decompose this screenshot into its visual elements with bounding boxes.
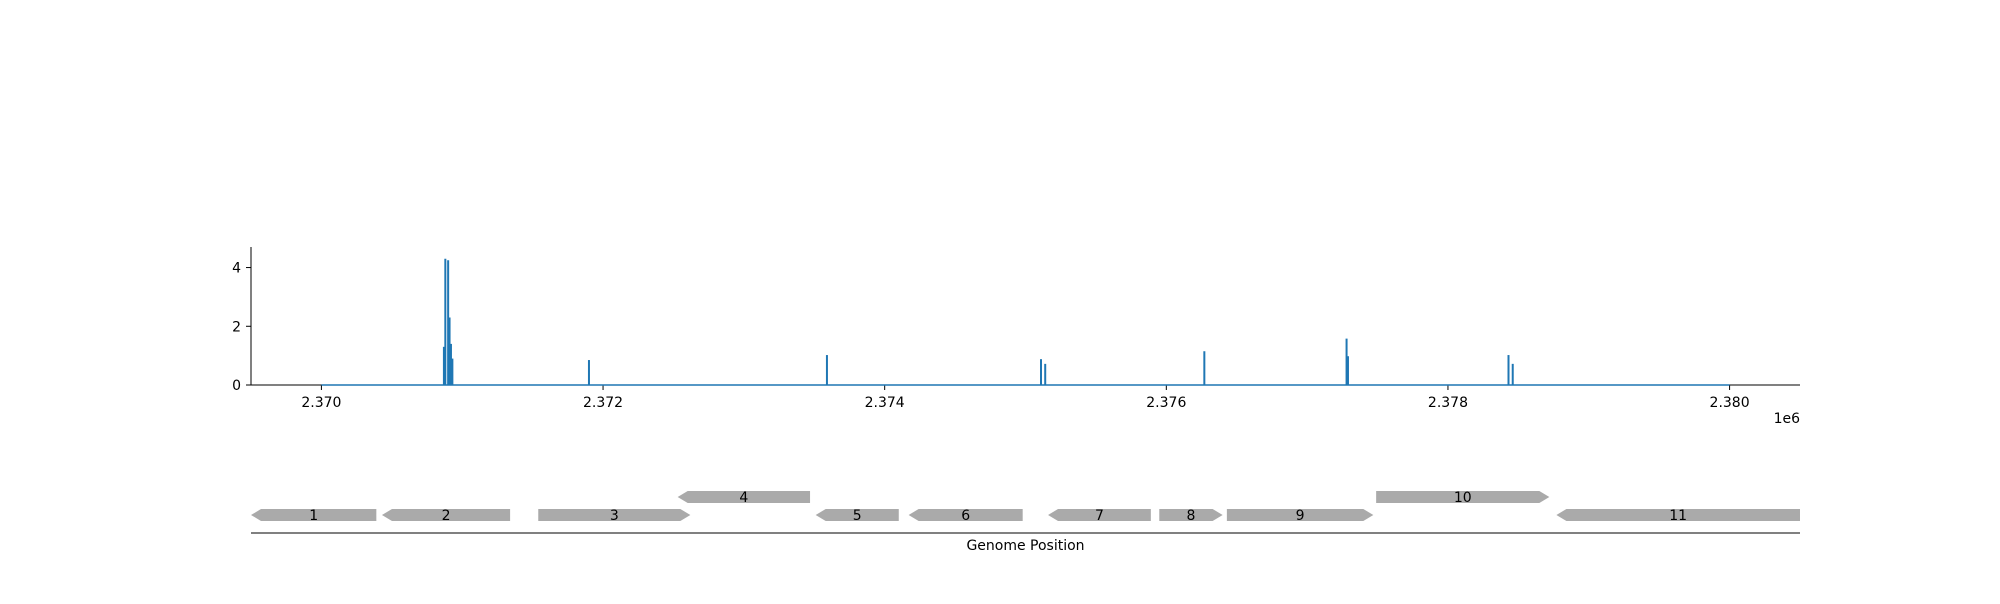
gene-label: 2 bbox=[442, 508, 451, 524]
x-axis-label: Genome Position bbox=[966, 538, 1084, 554]
x-tick-label: 2.370 bbox=[301, 395, 341, 411]
gene-arrow bbox=[1556, 509, 1800, 521]
gene-arrow bbox=[1226, 509, 1374, 521]
gene-label: 5 bbox=[853, 508, 862, 524]
x-tick-label: 2.378 bbox=[1428, 395, 1468, 411]
gene-label: 9 bbox=[1296, 508, 1305, 524]
coverage-plot: 0 2 4 2.370 2.372 2.374 2.376 2.378 2.380 1e6 bbox=[232, 247, 1800, 427]
gene-arrow bbox=[677, 491, 811, 503]
gene-arrow bbox=[908, 509, 1023, 521]
y-tick-label: 2 bbox=[232, 319, 241, 335]
y-tick-label: 0 bbox=[232, 378, 241, 394]
gene-label: 6 bbox=[961, 508, 970, 524]
gene-arrow bbox=[251, 509, 377, 521]
x-tick-label: 2.376 bbox=[1146, 395, 1186, 411]
gene-arrow bbox=[1048, 509, 1151, 521]
gene-track: 1 2 3 4 5 6 7 8 9 10 11 Genome Position bbox=[251, 490, 1800, 554]
x-tick-label: 2.372 bbox=[583, 395, 623, 411]
gene-label: 11 bbox=[1669, 508, 1687, 524]
gene-arrow bbox=[538, 509, 691, 521]
gene-arrow bbox=[381, 509, 511, 521]
gene-arrow bbox=[1159, 509, 1223, 521]
x-offset-label: 1e6 bbox=[1774, 411, 1801, 427]
x-tick-label: 2.380 bbox=[1710, 395, 1750, 411]
y-tick-label: 4 bbox=[232, 261, 241, 277]
gene-label: 8 bbox=[1187, 508, 1196, 524]
gene-arrow bbox=[1376, 491, 1550, 503]
gene-label: 4 bbox=[739, 490, 748, 506]
x-tick-label: 2.374 bbox=[865, 395, 905, 411]
gene-label: 10 bbox=[1454, 490, 1472, 506]
gene-label: 1 bbox=[309, 508, 318, 524]
gene-label: 3 bbox=[610, 508, 619, 524]
gene-arrow bbox=[815, 509, 899, 521]
gene-label: 7 bbox=[1095, 508, 1104, 524]
